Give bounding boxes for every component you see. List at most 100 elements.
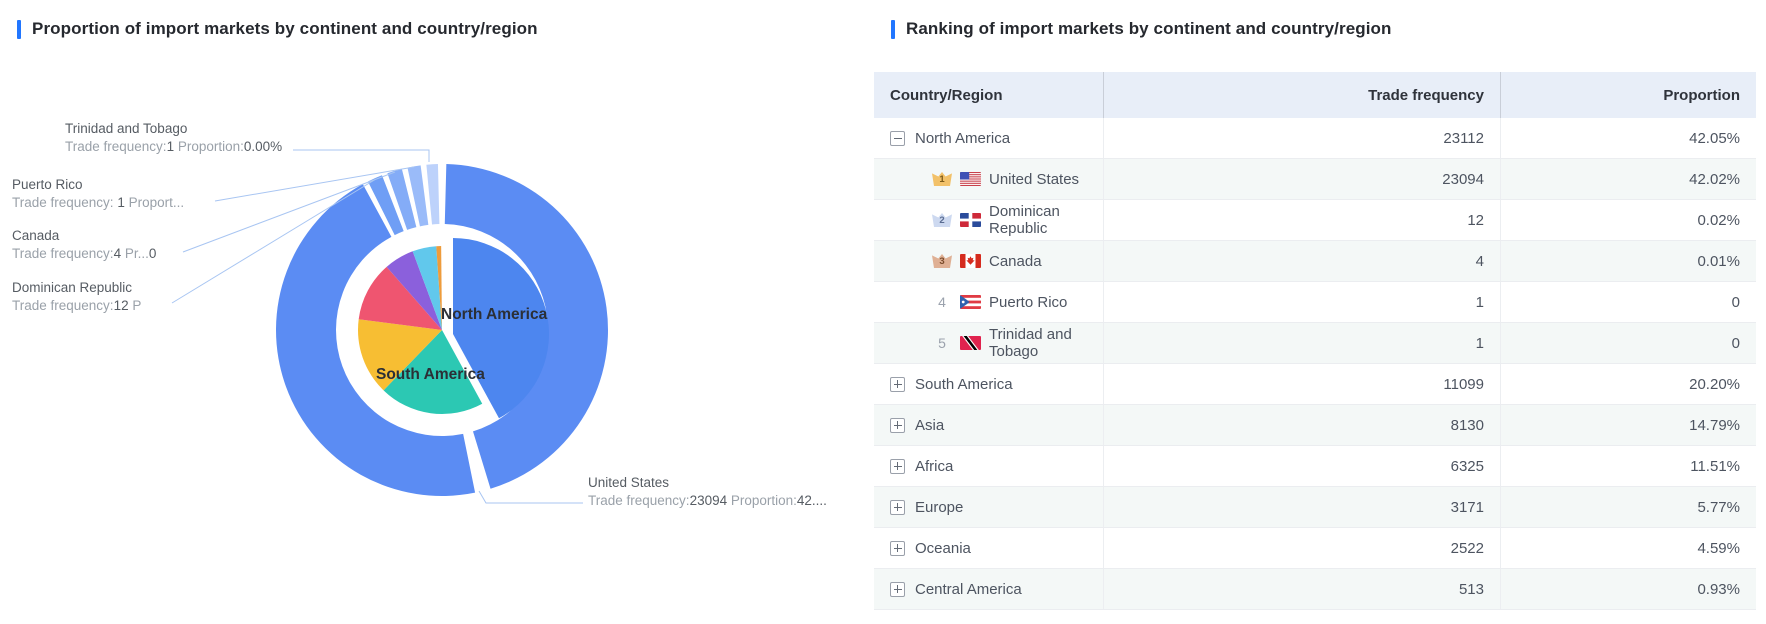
expand-icon-south-america[interactable] xyxy=(890,376,905,392)
slice-label-south-america: South America xyxy=(376,366,485,383)
proportion-cell: 0.93% xyxy=(1500,569,1756,609)
pie-slice-south-america[interactable] xyxy=(383,330,483,414)
region-name: Africa xyxy=(915,457,954,475)
continent-row-europe[interactable]: Europe 3171 5.77% xyxy=(874,487,1756,528)
do-flag-icon xyxy=(960,213,981,227)
country-region-cell: Europe xyxy=(874,487,1103,527)
ring-segment-trinidad-and-tobago[interactable] xyxy=(426,164,440,225)
callout-title: Canada xyxy=(12,228,60,243)
continent-row-central-america[interactable]: Central America 513 0.93% xyxy=(874,569,1756,610)
country-region-cell: 3 Canada xyxy=(874,241,1103,281)
continent-row-africa[interactable]: Africa 6325 11.51% xyxy=(874,446,1756,487)
expand-icon-europe[interactable] xyxy=(890,499,905,515)
trade-frequency-cell: 23094 xyxy=(1103,159,1500,199)
region-name: Puerto Rico xyxy=(989,293,1068,311)
country-region-cell: Oceania xyxy=(874,528,1103,568)
ca-flag-icon xyxy=(960,254,981,268)
callout-values: Trade frequency:1 Proportion:0.00% xyxy=(65,139,283,154)
continent-row-oceania[interactable]: Oceania 2522 4.59% xyxy=(874,528,1756,569)
callout-title: United States xyxy=(588,475,670,490)
pie-slice-europe[interactable] xyxy=(386,251,442,330)
proportion-cell: 14.79% xyxy=(1500,405,1756,445)
pie-slice-asia[interactable] xyxy=(358,319,442,391)
callout-trinidad-and-tobago: Trinidad and Tobago Trade frequency:1 Pro… xyxy=(65,120,282,156)
leader-line-united-states xyxy=(478,490,583,504)
rank-medal-1: 1 xyxy=(932,172,952,186)
country-row-dominican-republic: 2 Dominican Republic 12 0.02% xyxy=(874,200,1756,241)
ranking-table: Country/Region Trade frequency Proportio… xyxy=(874,72,1756,610)
country-region-cell: North America xyxy=(874,118,1103,158)
proportion-cell: 0 xyxy=(1500,282,1756,322)
region-name: Oceania xyxy=(915,539,971,557)
expand-icon-asia[interactable] xyxy=(890,417,905,433)
rank-number-5: 5 xyxy=(938,335,946,351)
pr-flag-icon xyxy=(960,295,981,309)
left-panel-title-text: Proportion of import markets by continen… xyxy=(32,19,538,38)
ring-segment-united-states[interactable] xyxy=(444,164,608,489)
proportion-cell: 11.51% xyxy=(1500,446,1756,486)
trade-frequency-cell: 3171 xyxy=(1103,487,1500,527)
country-region-cell: Central America xyxy=(874,569,1103,609)
leader-line-dominican-republic xyxy=(171,178,377,304)
country-region-cell: 5 Trinidad and Tobago xyxy=(874,323,1103,363)
ring-segment-canada[interactable] xyxy=(387,168,417,230)
slice-label-north-america: North America xyxy=(441,306,548,323)
ring-segment-dominican-republic[interactable] xyxy=(367,175,404,236)
region-name: Europe xyxy=(915,498,964,516)
title-accent-bar xyxy=(17,19,21,39)
country-row-canada: 3 Canada 4 0.01% xyxy=(874,241,1756,282)
callout-title: Trinidad and Tobago xyxy=(65,121,188,136)
callout-values: Trade frequency:12 P xyxy=(12,298,142,313)
column-header-country-region: Country/Region xyxy=(890,86,1003,104)
trade-frequency-cell: 11099 xyxy=(1103,364,1500,404)
collapse-icon-north-america[interactable] xyxy=(890,130,905,146)
rank-medal-3: 3 xyxy=(932,254,952,268)
ring-segment-united-states[interactable] xyxy=(276,184,476,496)
callout-values: Trade frequency:4 Pr...0 xyxy=(12,246,157,261)
rank-number-4: 4 xyxy=(938,294,946,310)
callout-united-states: United States Trade frequency:23094 Propo… xyxy=(588,474,827,510)
expand-icon-central-america[interactable] xyxy=(890,581,905,597)
tt-flag-icon xyxy=(960,336,981,350)
proportion-cell: 4.59% xyxy=(1500,528,1756,568)
country-row-united-states: 1 United States 23094 42.02% xyxy=(874,159,1756,200)
expand-icon-oceania[interactable] xyxy=(890,540,905,556)
continent-row-asia[interactable]: Asia 8130 14.79% xyxy=(874,405,1756,446)
title-accent-bar xyxy=(891,19,895,39)
pie-slice-oceania[interactable] xyxy=(412,246,442,330)
country-region-cell: South America xyxy=(874,364,1103,404)
trade-frequency-cell: 6325 xyxy=(1103,446,1500,486)
expand-icon-africa[interactable] xyxy=(890,458,905,474)
country-region-cell: Africa xyxy=(874,446,1103,486)
continent-row-north-america[interactable]: North America 23112 42.05% xyxy=(874,118,1756,159)
trade-frequency-cell: 513 xyxy=(1103,569,1500,609)
right-panel-title: Ranking of import markets by continent a… xyxy=(891,19,1392,39)
import-proportion-panel: Proportion of import markets by continen… xyxy=(0,0,860,624)
region-name: Central America xyxy=(915,580,1022,598)
ring-segment-puerto-rico[interactable] xyxy=(407,165,429,227)
pie-slice-africa[interactable] xyxy=(358,266,442,330)
right-panel-title-text: Ranking of import markets by continent a… xyxy=(906,19,1392,38)
leader-line-trinidad-and-tobago xyxy=(293,149,430,162)
continent-row-south-america[interactable]: South America 11099 20.20% xyxy=(874,364,1756,405)
trade-frequency-cell: 8130 xyxy=(1103,405,1500,445)
region-name: Canada xyxy=(989,252,1042,270)
trade-frequency-cell: 12 xyxy=(1103,200,1500,240)
country-region-cell: 2 Dominican Republic xyxy=(874,200,1103,240)
region-name: North America xyxy=(915,129,1011,147)
trade-frequency-cell: 2522 xyxy=(1103,528,1500,568)
trade-frequency-cell: 23112 xyxy=(1103,118,1500,158)
pie-slice-north-america[interactable] xyxy=(453,238,549,419)
proportion-cell: 42.05% xyxy=(1500,118,1756,158)
leader-line-canada xyxy=(182,171,396,253)
trade-frequency-cell: 1 xyxy=(1103,323,1500,363)
proportion-cell: 0 xyxy=(1500,323,1756,363)
callout-title: Puerto Rico xyxy=(12,177,83,192)
region-name: Asia xyxy=(915,416,945,434)
pie-slice-central-america[interactable] xyxy=(436,246,442,330)
ranking-table-header: Country/Region Trade frequency Proportio… xyxy=(874,72,1756,118)
country-row-trinidad-and-tobago: 5 Trinidad and Tobago 1 0 xyxy=(874,323,1756,364)
region-name: Trinidad and Tobago xyxy=(989,326,1072,360)
trade-frequency-cell: 1 xyxy=(1103,282,1500,322)
proportion-cell: 0.01% xyxy=(1500,241,1756,281)
